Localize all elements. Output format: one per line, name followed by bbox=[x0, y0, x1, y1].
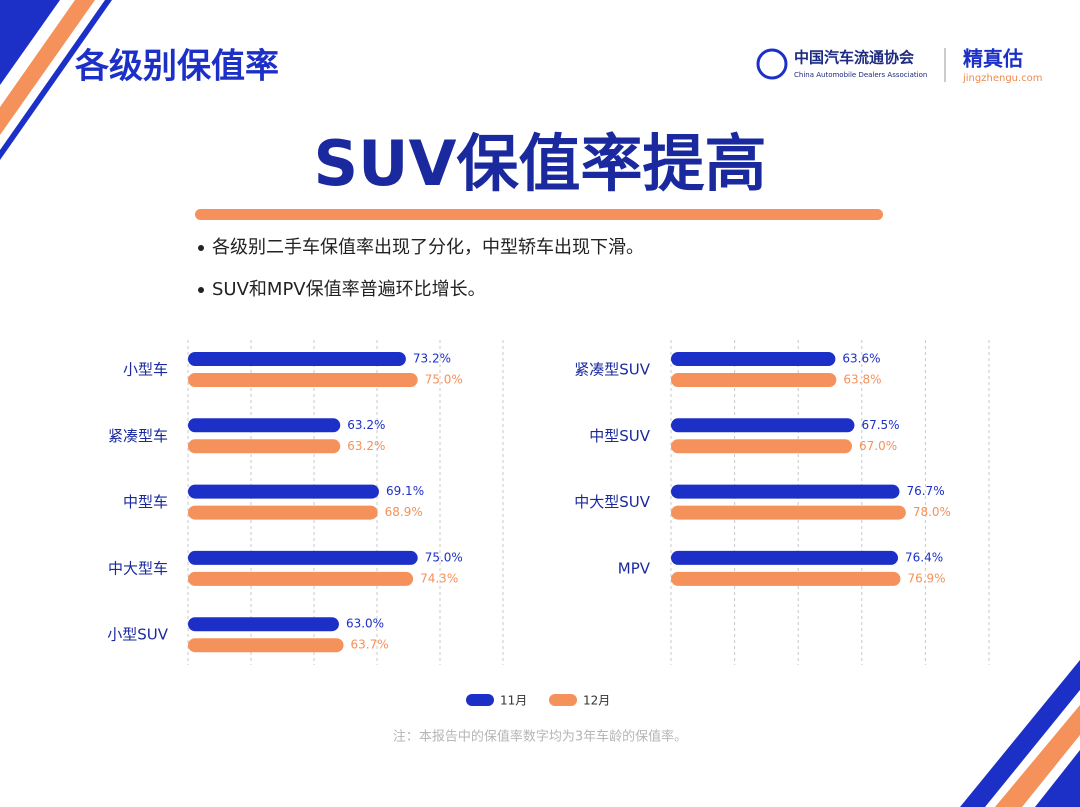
value-label: 76.7% bbox=[906, 484, 944, 498]
headline-underline bbox=[195, 209, 883, 220]
value-label: 73.2% bbox=[413, 352, 451, 366]
value-label: 68.9% bbox=[385, 505, 423, 519]
bar bbox=[188, 439, 341, 454]
corner-stripe bbox=[0, 0, 60, 85]
value-label: 76.9% bbox=[907, 571, 945, 585]
category-label: 中大型车 bbox=[108, 559, 168, 577]
bar bbox=[188, 550, 418, 565]
corner-stripe bbox=[0, 0, 95, 135]
bar bbox=[671, 571, 901, 586]
legend-label: 11月 bbox=[500, 694, 527, 708]
bar bbox=[671, 484, 900, 499]
bar bbox=[188, 352, 406, 366]
headline: SUV保值率提高 bbox=[314, 127, 767, 200]
value-label: 69.1% bbox=[386, 484, 424, 498]
category-label: 小型SUV bbox=[107, 626, 169, 644]
bar bbox=[671, 550, 899, 565]
bar bbox=[188, 571, 414, 586]
category-label: 中型SUV bbox=[589, 427, 651, 445]
bar bbox=[188, 505, 378, 520]
category-label: 紧凑型车 bbox=[108, 427, 168, 445]
value-label: 75.0% bbox=[425, 373, 463, 387]
logo-en: China Automobile Dealers Association bbox=[794, 71, 927, 79]
bullet: 各级别二手车保值率出现了分化，中型轿车出现下滑。 bbox=[212, 237, 644, 258]
page-title: 各级别保值率 bbox=[75, 47, 279, 87]
bullet: SUV和MPV保值率普遍环比增长。 bbox=[212, 279, 486, 300]
value-label: 75.0% bbox=[425, 550, 463, 564]
corner-stripe bbox=[960, 660, 1080, 807]
bar bbox=[671, 505, 906, 520]
brand-url: jingzhengu.com bbox=[962, 73, 1043, 84]
category-label: 中型车 bbox=[123, 493, 168, 511]
bar bbox=[188, 373, 418, 387]
category-label: 紧凑型SUV bbox=[574, 361, 651, 379]
category-label: MPV bbox=[618, 559, 651, 577]
category-label: 中大型SUV bbox=[574, 493, 651, 511]
bullet-dot bbox=[198, 245, 204, 251]
logo-icon bbox=[756, 48, 788, 80]
value-label: 76.4% bbox=[905, 550, 943, 564]
value-label: 67.0% bbox=[859, 439, 897, 453]
value-label: 78.0% bbox=[913, 505, 951, 519]
bar bbox=[188, 484, 379, 499]
corner-stripe bbox=[0, 0, 112, 160]
value-label: 67.5% bbox=[861, 418, 899, 432]
value-label: 63.8% bbox=[843, 373, 881, 387]
bar bbox=[671, 352, 836, 366]
legend-swatch bbox=[549, 694, 577, 706]
bar bbox=[188, 617, 339, 632]
value-label: 74.3% bbox=[420, 571, 458, 585]
corner-stripe bbox=[1035, 750, 1080, 807]
brand: 精真估 bbox=[963, 47, 1023, 71]
legend-swatch bbox=[466, 694, 494, 706]
bullet-dot bbox=[198, 287, 204, 293]
logo-cn: 中国汽车流通协会 bbox=[794, 49, 914, 67]
value-label: 63.2% bbox=[347, 439, 385, 453]
value-label: 63.0% bbox=[346, 617, 384, 631]
category-label: 小型车 bbox=[123, 361, 168, 379]
value-label: 63.7% bbox=[351, 638, 389, 652]
legend-label: 12月 bbox=[583, 694, 610, 708]
value-label: 63.2% bbox=[347, 418, 385, 432]
bar bbox=[671, 439, 853, 454]
bar bbox=[671, 373, 837, 387]
value-label: 63.6% bbox=[842, 352, 880, 366]
footnote: 注：本报告中的保值率数字均为3年车龄的保值率。 bbox=[393, 729, 687, 745]
bar bbox=[671, 418, 855, 433]
corner-stripe bbox=[995, 705, 1080, 807]
bar bbox=[188, 418, 341, 433]
bar bbox=[188, 638, 344, 653]
